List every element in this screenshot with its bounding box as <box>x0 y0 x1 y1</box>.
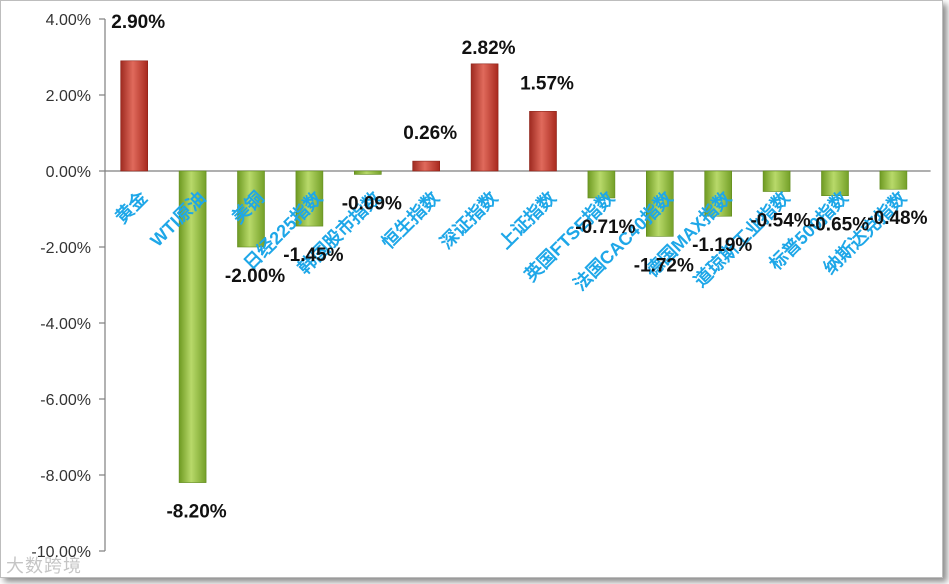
bar-7 <box>529 111 557 172</box>
bar-6 <box>470 63 499 172</box>
y-tick-label: -6.00% <box>40 392 91 409</box>
data-label: 2.82% <box>462 38 516 59</box>
data-label: -0.71% <box>575 217 635 238</box>
data-label: -0.09% <box>342 193 402 214</box>
data-label: -0.48% <box>867 208 927 229</box>
data-label: 1.57% <box>520 73 574 94</box>
bar-11 <box>762 170 791 192</box>
data-label: 2.90% <box>111 12 165 33</box>
data-label: -1.19% <box>692 235 752 256</box>
bars <box>120 60 908 483</box>
axes: 4.00% 2.00% 0.00% -2.00% -4.00% -6.00% -8.00% -… <box>31 12 931 561</box>
y-tick-label: -4.00% <box>40 316 91 333</box>
y-tick-label: -8.00% <box>40 468 91 485</box>
watermark: 大数跨境 <box>6 556 82 577</box>
bar-12 <box>821 170 849 197</box>
y-tick-label: 4.00% <box>46 12 91 29</box>
y-tick-label: -2.00% <box>40 240 91 257</box>
data-labels: 2.90% -8.20% -2.00%-1.45% -0.09% 0.26% 2.82%1… <box>111 12 927 523</box>
category-label: 深证指数 <box>436 186 502 252</box>
data-label: -0.65% <box>809 215 869 236</box>
bar-0 <box>120 60 148 172</box>
data-label: -8.20% <box>166 502 226 523</box>
data-label: -1.45% <box>283 245 343 266</box>
bar-5 <box>412 160 441 172</box>
data-label: -0.54% <box>750 211 810 232</box>
bar-9 <box>645 170 674 237</box>
bar-2 <box>237 170 265 248</box>
data-label: -1.72% <box>634 255 694 276</box>
bar-3 <box>295 170 324 227</box>
y-tick-label: 2.00% <box>46 88 91 105</box>
category-label: 法国CAC40指数 <box>569 186 677 294</box>
bar-13 <box>879 170 908 190</box>
bar-8 <box>587 170 616 199</box>
category-label: 黄金 <box>111 186 152 227</box>
bar-4 <box>353 170 382 175</box>
y-tick-label: 0.00% <box>46 164 91 181</box>
y-tick-label: -10.00% <box>31 544 91 561</box>
data-label: -2.00% <box>225 266 285 287</box>
bar-1 <box>178 170 207 483</box>
data-label: 0.26% <box>403 123 457 144</box>
bar-10 <box>704 170 733 217</box>
